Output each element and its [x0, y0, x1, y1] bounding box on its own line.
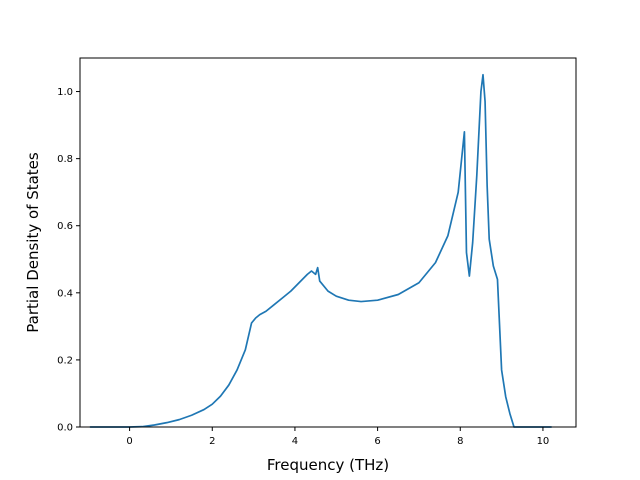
- x-tick-label: 4: [292, 436, 298, 447]
- plot-area-frame: [79, 57, 577, 428]
- x-tick-label: 10: [537, 436, 550, 447]
- x-tick-label: 0: [126, 436, 132, 447]
- x-tick-label: 6: [374, 436, 380, 447]
- x-axis-label: Frequency (THz): [267, 456, 389, 474]
- y-tick-label: 0.2: [57, 355, 73, 366]
- x-axis: 0 2 4 6 8 10: [126, 427, 549, 447]
- x-tick-label: 8: [457, 436, 463, 447]
- series-layer: [89, 73, 553, 428]
- y-axis: 0.0 0.2 0.4 0.6 0.8 1.0: [57, 87, 80, 434]
- series-line: [89, 73, 553, 428]
- y-tick-label: 0.0: [57, 423, 73, 434]
- x-tick-label: 2: [209, 436, 215, 447]
- y-tick-label: 0.4: [57, 288, 73, 299]
- y-tick-label: 0.8: [57, 154, 73, 165]
- y-tick-label: 0.6: [57, 221, 73, 232]
- y-tick-label: 1.0: [57, 87, 73, 98]
- y-axis-label: Partial Density of States: [24, 152, 42, 333]
